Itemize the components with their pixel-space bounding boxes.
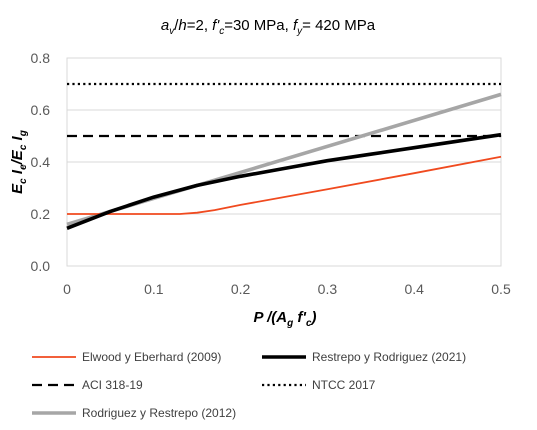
x-tick-label: 0.1	[144, 281, 164, 297]
x-axis-label: P /(Ag f'c)	[253, 309, 316, 329]
x-tick-label: 0.4	[404, 281, 424, 297]
y-tick-labels: 0.0 0.2 0.4 0.6 0.8	[31, 50, 51, 274]
y-tick-label: 0.4	[31, 154, 51, 170]
legend-label: NTCC 2017	[312, 378, 376, 392]
x-tick-label: 0	[63, 281, 71, 297]
legend-label: Elwood y Eberhard (2009)	[82, 350, 221, 364]
chart-title: av/h=2, f'c=30 MPa, fy= 420 MPa	[161, 17, 376, 37]
y-tick-label: 0.8	[31, 50, 51, 66]
x-tick-label: 0.3	[318, 281, 338, 297]
series-line-elwood-y-eberhard-2009	[67, 155, 502, 215]
legend-label: Rodriguez y Restrepo (2012)	[82, 406, 236, 420]
gridlines	[67, 57, 501, 267]
x-tick-label: 0.2	[231, 281, 251, 297]
y-tick-label: 0.0	[31, 258, 51, 274]
plot-frame	[66, 57, 502, 267]
legend: Elwood y Eberhard (2009) Restrepo y Rodri…	[32, 350, 466, 420]
y-axis-label: Ec Ie/Ec Ig	[9, 130, 29, 194]
x-tick-labels: 0 0.1 0.2 0.3 0.4 0.5	[63, 281, 511, 297]
legend-label: Restrepo y Rodriguez (2021)	[312, 350, 466, 364]
y-tick-label: 0.6	[31, 102, 51, 118]
y-tick-label: 0.2	[31, 206, 51, 222]
x-tick-label: 0.5	[491, 281, 511, 297]
series-layer	[66, 82, 502, 230]
series-line-restrepo-y-rodriguez-2021	[66, 132, 502, 230]
legend-label: ACI 318-19	[82, 378, 143, 392]
